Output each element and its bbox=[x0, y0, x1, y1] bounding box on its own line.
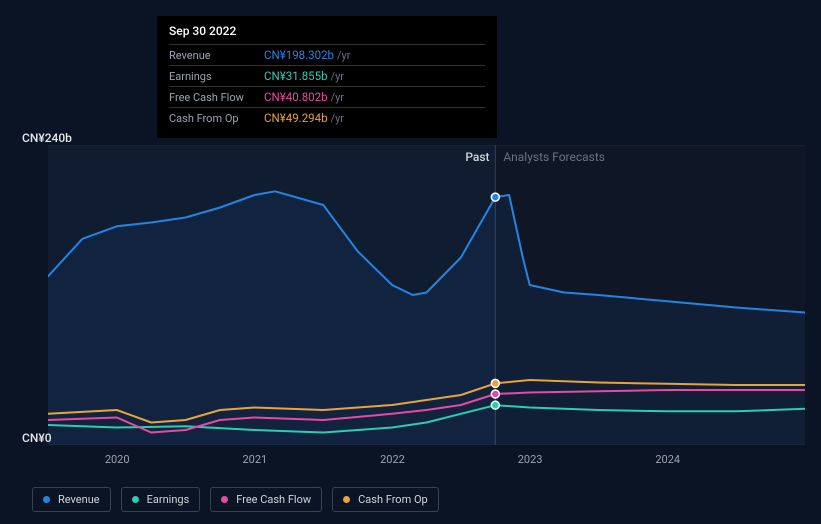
tooltip-row: Cash From OpCN¥49.294b/yr bbox=[169, 107, 485, 128]
forecast-region-label: Analysts Forecasts bbox=[503, 150, 605, 164]
x-axis-label: 2021 bbox=[242, 453, 267, 466]
chart-tooltip: Sep 30 2022 RevenueCN¥198.302b/yrEarning… bbox=[157, 16, 497, 138]
y-axis-label: CN¥0 bbox=[22, 431, 52, 445]
x-axis-label: 2024 bbox=[655, 453, 680, 466]
tooltip-row-value: CN¥198.302b bbox=[264, 48, 334, 62]
tooltip-row: Free Cash FlowCN¥40.802b/yr bbox=[169, 86, 485, 107]
legend-item-label: Free Cash Flow bbox=[236, 493, 311, 506]
legend-item-label: Earnings bbox=[147, 493, 190, 506]
chart-plot-area[interactable] bbox=[48, 145, 805, 445]
tooltip-row-value: CN¥31.855b bbox=[264, 69, 328, 83]
legend-dot-icon bbox=[132, 496, 139, 503]
legend-item-earnings[interactable]: Earnings bbox=[121, 487, 201, 512]
x-axis-label: 2023 bbox=[518, 453, 543, 466]
x-axis-label: 2020 bbox=[105, 453, 130, 466]
tooltip-date: Sep 30 2022 bbox=[169, 24, 485, 44]
legend-item-cfo[interactable]: Cash From Op bbox=[332, 487, 439, 512]
tooltip-row-unit: /yr bbox=[337, 49, 350, 62]
chart-legend: Revenue Earnings Free Cash Flow Cash From O… bbox=[32, 487, 439, 512]
tooltip-row-unit: /yr bbox=[331, 91, 344, 104]
marker-cfo bbox=[491, 379, 499, 387]
tooltip-row-unit: /yr bbox=[331, 112, 344, 125]
marker-revenue bbox=[491, 193, 499, 201]
legend-dot-icon bbox=[43, 496, 50, 503]
y-axis-label: CN¥240b bbox=[22, 131, 72, 145]
tooltip-row-key: Cash From Op bbox=[169, 112, 264, 125]
marker-fcf bbox=[491, 390, 499, 398]
x-axis-label: 2022 bbox=[380, 453, 405, 466]
tooltip-row: RevenueCN¥198.302b/yr bbox=[169, 44, 485, 65]
financials-chart: CN¥0 CN¥240b 2020 2021 2022 2023 2024 Past An… bbox=[16, 0, 805, 524]
tooltip-row-value: CN¥40.802b bbox=[264, 90, 328, 104]
tooltip-row-key: Free Cash Flow bbox=[169, 91, 264, 104]
marker-earnings bbox=[491, 401, 499, 409]
tooltip-row: EarningsCN¥31.855b/yr bbox=[169, 65, 485, 86]
legend-dot-icon bbox=[221, 496, 228, 503]
tooltip-row-unit: /yr bbox=[331, 70, 344, 83]
legend-dot-icon bbox=[343, 496, 350, 503]
legend-item-label: Cash From Op bbox=[358, 493, 428, 506]
tooltip-row-key: Revenue bbox=[169, 49, 264, 62]
legend-item-fcf[interactable]: Free Cash Flow bbox=[210, 487, 322, 512]
past-region-label: Past bbox=[465, 150, 489, 164]
tooltip-row-value: CN¥49.294b bbox=[264, 111, 328, 125]
legend-item-label: Revenue bbox=[58, 493, 100, 506]
tooltip-row-key: Earnings bbox=[169, 70, 264, 83]
legend-item-revenue[interactable]: Revenue bbox=[32, 487, 111, 512]
